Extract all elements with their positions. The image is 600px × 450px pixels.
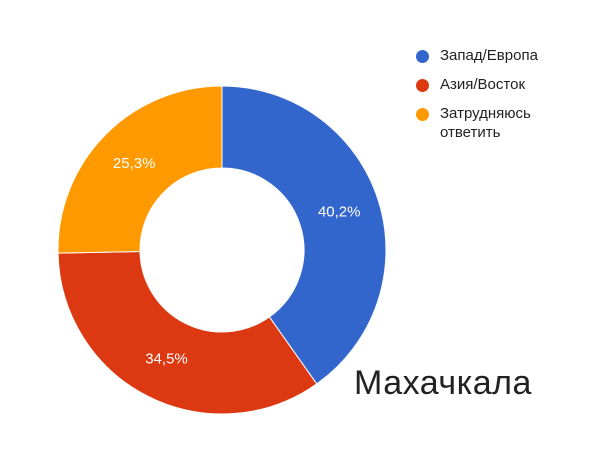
value-label: 25,3% — [113, 155, 156, 172]
legend-swatch — [416, 79, 429, 92]
legend: Запад/Европа Азия/Восток Затрудняюсь ответ… — [414, 46, 584, 152]
legend-item: Запад/Европа — [414, 46, 584, 65]
slice — [57, 251, 318, 415]
chart-title: Махачкала — [354, 364, 532, 402]
slice — [221, 85, 387, 385]
legend-swatch — [416, 108, 429, 121]
value-label: 34,5% — [145, 351, 188, 368]
legend-swatch — [416, 50, 429, 63]
legend-label: Азия/Восток — [440, 76, 526, 93]
value-label: 40,2% — [318, 204, 361, 221]
legend-label: Затрудняюсь ответить — [440, 105, 531, 141]
legend-item: Азия/Восток — [414, 75, 584, 94]
legend-label: Запад/Европа — [440, 47, 538, 64]
legend-item: Затрудняюсь ответить — [414, 104, 584, 142]
slice — [57, 85, 223, 254]
